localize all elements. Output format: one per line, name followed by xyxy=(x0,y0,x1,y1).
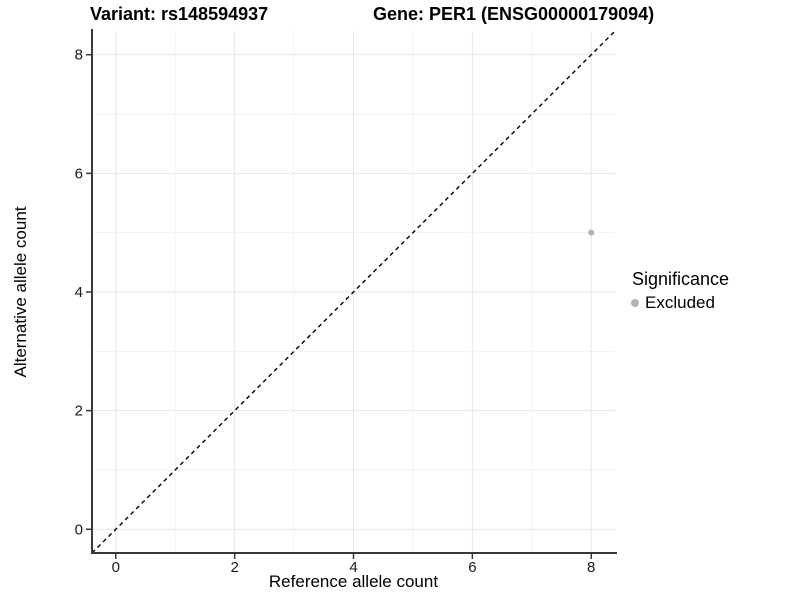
y-tick-label: 6 xyxy=(75,165,83,182)
legend-item-label: Excluded xyxy=(645,293,715,312)
plot-title-variant: Variant: rs148594937 xyxy=(90,4,269,24)
legend-item-excluded: Excluded xyxy=(631,293,729,313)
y-tick-label: 4 xyxy=(75,284,83,301)
x-tick-label: 4 xyxy=(349,559,357,576)
x-tick-label: 6 xyxy=(468,559,476,576)
y-tick-label: 2 xyxy=(75,403,83,420)
x-tick-label: 2 xyxy=(230,559,238,576)
y-axis-title: Alternative allele count xyxy=(11,206,30,378)
identity-dashed-line xyxy=(91,30,616,554)
data-point xyxy=(588,229,595,236)
x-tick-label: 0 xyxy=(112,559,120,576)
y-tick-label: 8 xyxy=(75,47,83,64)
x-axis-title: Reference allele count xyxy=(268,572,439,591)
y-tick-label: 0 xyxy=(75,521,83,538)
legend-point-swatch xyxy=(631,299,639,307)
legend-title: Significance xyxy=(632,269,730,289)
plot-title-gene: Gene: PER1 (ENSG00000179094) xyxy=(373,4,655,24)
legend: Significance Excluded xyxy=(631,269,729,313)
x-tick-label: 8 xyxy=(587,559,595,576)
